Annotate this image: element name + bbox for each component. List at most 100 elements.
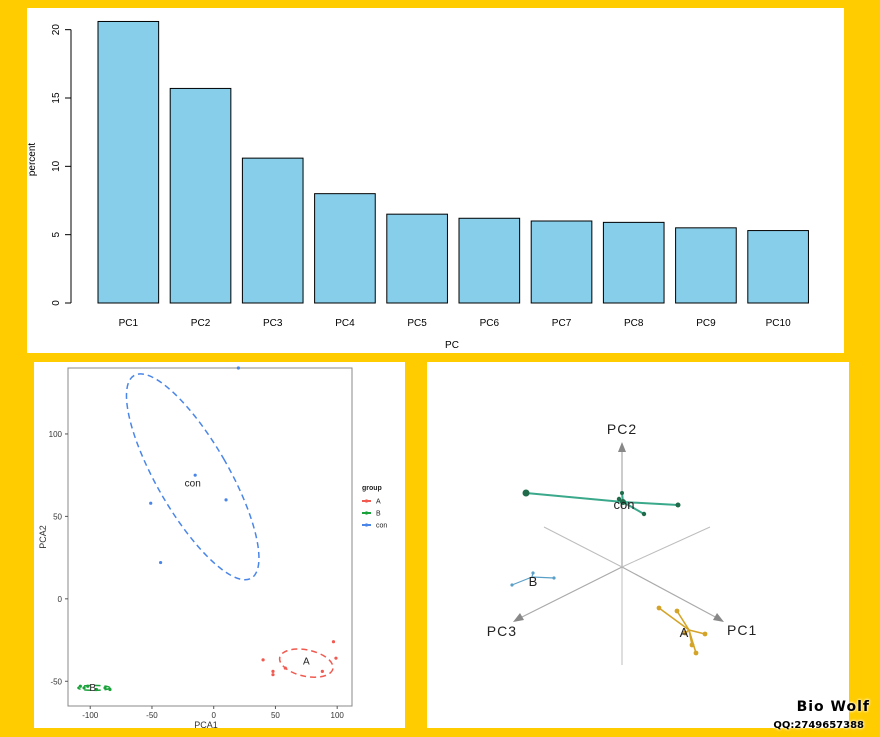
ellipse-A [278,648,334,678]
x-axis-title: PC [445,340,459,351]
point-a [674,608,680,614]
point-B [78,684,82,688]
y-tick-label: 15 [51,92,62,104]
point-a [693,650,699,656]
y-tick-label: 5 [51,231,62,237]
watermark-brand: Bio Wolf [796,699,870,715]
point-con [149,501,153,505]
x-tick-label: PC3 [263,318,283,329]
axis-pc2-arrow [618,442,626,452]
legend-marker-con [364,523,369,527]
scree-plot-panel: 0 5 10 15 20 PC1 PC2 PC3 PC4 PC5 PC6 PC7 PC8 PC9 PC10 P… [27,8,844,353]
x-tick-label: PC2 [191,318,211,329]
x-tick-label: 50 [271,711,280,720]
x-tick-label: PC1 [119,318,139,329]
segment-b [531,576,555,579]
bar-pc3 [241,157,304,304]
point-a [682,630,688,636]
point-B [94,687,98,692]
point-con [620,491,624,495]
point-A [334,656,338,660]
legend-label-con: con [376,523,387,530]
bar-pc9 [675,227,737,304]
point-B [103,686,107,690]
x-tick-label: PC6 [480,318,500,329]
plot-frame [67,367,353,707]
group-label-B: B [89,683,96,694]
point-A [331,640,336,644]
x-tick-label: PC10 [766,318,791,329]
x-tick-label: 0 [211,711,216,720]
axis-label-pc3: PC3 [487,623,517,639]
point-con [159,560,163,565]
y-tick-label: 50 [53,512,62,521]
bar-pc8 [602,221,665,304]
segment-a [676,610,690,631]
point-b [510,583,514,587]
segment-a [658,607,690,631]
x-axis-title: PCA1 [194,720,218,728]
axis-pc1 [621,566,720,620]
point-con [224,498,228,502]
point-B [108,687,112,692]
x-tick-label: 100 [331,711,345,720]
point-a [702,631,708,637]
legend-marker-B [364,511,369,515]
legend-label-B: B [376,511,381,518]
x-tick-label: PC5 [407,318,427,329]
segment-b [511,576,533,586]
point-A [283,666,287,670]
y-tick-label: 100 [49,430,63,439]
pca-3d-panel: PC2 PC1 PC3 con B A [427,362,849,728]
bar-pc10 [747,230,809,304]
axis-label-pc2: PC2 [607,421,637,437]
axis-pc1-neg [543,526,623,568]
point-con [236,366,240,370]
axis-pc1-arrow [713,613,724,622]
point-A [320,669,324,673]
point-A [271,673,275,677]
pca-3d-scatter: PC2 PC1 PC3 con B A [487,421,756,665]
point-con [620,499,626,505]
group-label-b: B [529,574,538,589]
point-con [641,511,647,517]
segment-con [622,501,679,506]
scree-bar-chart: 0 5 10 15 20 PC1 PC2 PC3 PC4 PC5 PC6 PC7 PC8 PC9 PC10 P… [27,20,809,351]
axis-pc3-arrow [513,613,524,622]
point-a [656,605,662,611]
bar-pc1 [97,20,160,304]
group-label-a: A [680,625,689,640]
y-axis-title: percent [27,143,38,177]
x-tick-label: PC9 [696,318,716,329]
segment-a [688,629,706,635]
group-label-con: con [614,497,635,512]
x-tick-label: PC7 [552,318,572,329]
ellipse-B [77,684,111,692]
point-A [271,669,275,673]
y-tick-label: 0 [51,300,62,306]
point-con [675,502,681,508]
y-tick-label: -50 [50,677,62,686]
point-con [193,473,197,477]
point-b [552,576,556,580]
y-tick-label: 10 [51,160,62,172]
x-tick-label: -50 [146,711,158,720]
bar-pc4 [314,193,376,304]
bar-pc2 [169,87,232,304]
axis-pc3-neg [621,526,711,568]
legend-title: group [362,485,382,492]
point-con [616,496,622,502]
point-A [261,658,265,662]
x-tick-label: PC4 [335,318,355,329]
x-tick-label: -100 [82,711,99,720]
point-b [531,571,535,575]
y-axis-title: PCA2 [38,525,48,549]
y-tick-label: 20 [51,24,62,36]
bar-pc7 [530,220,593,304]
bar-pc6 [458,217,521,304]
legend-marker-A [364,499,369,503]
watermark-qq: QQ:2749657388 [773,720,864,731]
point-B [82,686,86,690]
